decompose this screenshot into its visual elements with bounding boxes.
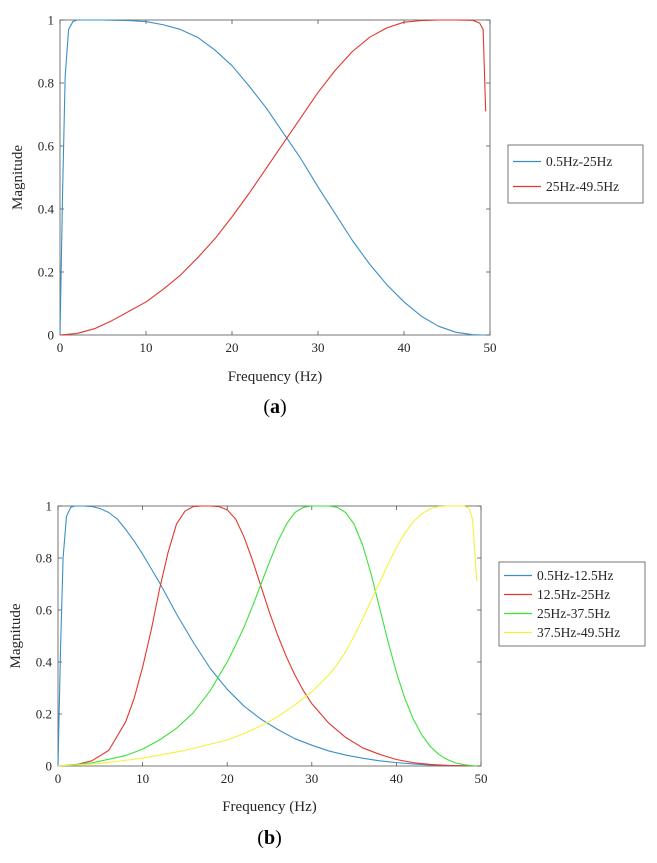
chart-panel-b: 0 10 20 30 40 50 0 0.2 0.4 0.6 0.8 1 Frequency (Hz) M… — [8, 499, 646, 849]
x-tick-label: 0 — [57, 340, 64, 355]
x-tick-label: 10 — [140, 340, 153, 355]
legend-label: 0.5Hz-12.5Hz — [537, 568, 613, 583]
y-tick-label: 0.4 — [36, 655, 53, 670]
chart-panel-a: 0 10 20 30 40 50 0 0.2 0.4 0.6 0.8 1 Frequency (Hz) M… — [10, 13, 644, 418]
y-axis-label: Magnitude — [10, 145, 26, 210]
x-axis-label: Frequency (Hz) — [228, 369, 323, 385]
x-tick-label: 50 — [484, 340, 497, 355]
y-tick-label: 0.8 — [38, 76, 54, 91]
y-tick-label: 1 — [46, 499, 53, 514]
y-tick-label: 0.6 — [38, 139, 55, 154]
caption-close-paren: ) — [275, 827, 282, 849]
x-tick-label: 30 — [312, 340, 325, 355]
x-tick-label: 20 — [226, 340, 239, 355]
series-line-37-5hz-49-5hz — [57, 505, 478, 767]
x-tick-label: 40 — [390, 771, 403, 786]
y-tick-label: 0.8 — [36, 551, 52, 566]
y-axis-label: Magnitude — [8, 603, 24, 668]
series-line-0-5hz-25hz — [59, 19, 486, 336]
caption-letter: b — [264, 827, 275, 849]
x-tick-label: 40 — [398, 340, 411, 355]
plot-area — [59, 19, 491, 336]
y-tick-label: 0.6 — [36, 603, 53, 618]
y-tick-label: 0.2 — [38, 265, 54, 280]
legend-box — [507, 144, 644, 204]
legend-label: 0.5Hz-25Hz — [546, 154, 612, 169]
plot-area — [57, 505, 482, 767]
x-tick-label: 10 — [136, 771, 149, 786]
series-line-25hz-37-5hz — [57, 505, 477, 767]
y-tick-label: 0.4 — [38, 202, 55, 217]
x-tick-label: 0 — [55, 771, 62, 786]
legend: 0.5Hz-12.5Hz 12.5Hz-25Hz 25Hz-37.5Hz 37.5Hz… — [498, 561, 646, 647]
x-axis-label: Frequency (Hz) — [222, 799, 317, 815]
caption-letter: a — [270, 396, 280, 418]
legend-label: 12.5Hz-25Hz — [537, 587, 610, 602]
x-tick-label: 30 — [305, 771, 318, 786]
series-line-12-5hz-25hz — [57, 505, 477, 767]
legend-label: 25Hz-49.5Hz — [546, 179, 619, 194]
y-tick-label: 0 — [46, 759, 53, 774]
panel-caption: (a) — [263, 396, 286, 418]
legend-label: 37.5Hz-49.5Hz — [537, 625, 620, 640]
caption-open-paren: ( — [257, 827, 264, 849]
caption-close-paren: ) — [280, 396, 287, 418]
x-tick-label: 20 — [221, 771, 234, 786]
series-line-25hz-49-5hz — [59, 19, 487, 336]
series-line-0-5hz-12-5hz — [57, 505, 477, 767]
legend: 0.5Hz-25Hz 25Hz-49.5Hz — [507, 144, 644, 204]
y-tick-label: 0.2 — [36, 707, 52, 722]
panel-caption: (b) — [257, 827, 281, 849]
caption-open-paren: ( — [263, 396, 270, 418]
legend-label: 25Hz-37.5Hz — [537, 606, 610, 621]
x-tick-label: 50 — [475, 771, 488, 786]
y-tick-label: 0 — [48, 328, 55, 343]
y-tick-label: 1 — [48, 13, 55, 28]
